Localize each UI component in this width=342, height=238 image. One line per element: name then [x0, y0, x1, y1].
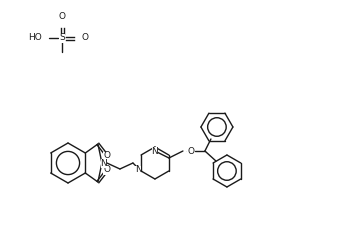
Text: N: N	[135, 165, 142, 174]
Text: N: N	[101, 159, 107, 168]
Text: N: N	[152, 147, 158, 155]
Text: O: O	[81, 34, 88, 43]
Text: O: O	[58, 12, 66, 21]
Text: S: S	[59, 34, 65, 43]
Text: O: O	[103, 152, 110, 160]
Text: O: O	[103, 165, 110, 174]
Text: HO: HO	[28, 34, 42, 43]
Text: O: O	[187, 147, 194, 155]
